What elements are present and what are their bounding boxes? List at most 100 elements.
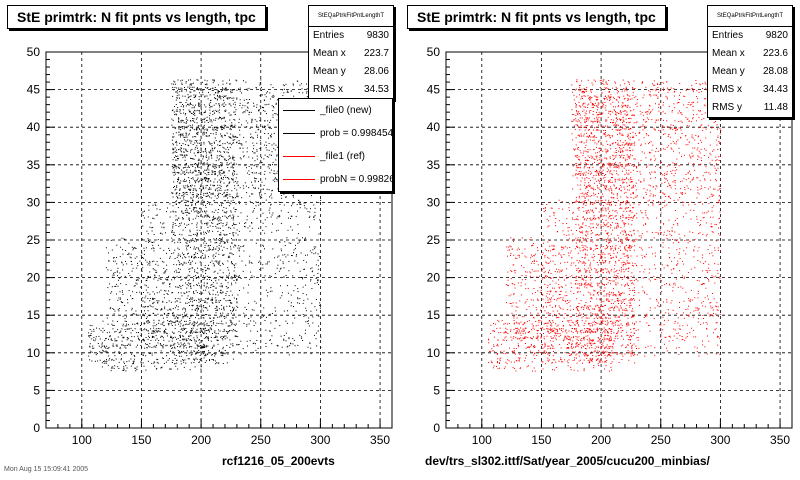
data-point — [200, 310, 202, 312]
data-point — [174, 223, 176, 224]
data-point — [201, 120, 203, 122]
data-point — [202, 278, 204, 280]
data-point — [209, 276, 211, 278]
data-point — [234, 185, 236, 187]
data-point — [121, 354, 122, 356]
data-point — [174, 242, 176, 244]
data-point — [160, 278, 162, 280]
data-point — [185, 149, 187, 151]
data-point — [209, 188, 211, 190]
data-point — [243, 136, 245, 138]
data-point — [211, 211, 213, 213]
data-point — [209, 293, 211, 295]
data-point — [149, 346, 151, 348]
data-point — [207, 329, 209, 331]
data-point — [141, 330, 143, 332]
data-point — [153, 322, 155, 324]
data-point — [204, 150, 206, 152]
data-point — [620, 331, 622, 333]
data-point — [154, 274, 156, 276]
data-point — [126, 339, 128, 341]
data-point — [183, 347, 185, 349]
data-point — [120, 297, 122, 299]
data-point — [101, 343, 103, 345]
data-point — [132, 267, 134, 269]
data-point — [186, 90, 187, 92]
data-point — [204, 240, 206, 242]
data-point — [211, 222, 212, 224]
legend-label: _file0 (new) — [320, 105, 372, 116]
data-point — [204, 362, 206, 363]
data-point — [175, 320, 177, 322]
legend-label: probN = 0.99826 — [320, 174, 393, 185]
data-point — [181, 126, 183, 127]
data-point — [304, 239, 306, 241]
data-point — [196, 215, 198, 217]
data-point — [262, 188, 264, 190]
data-point — [253, 208, 255, 209]
data-point — [706, 271, 708, 273]
data-point — [195, 307, 197, 309]
data-point — [131, 353, 133, 355]
data-point — [202, 185, 204, 187]
data-point — [230, 114, 232, 116]
data-point — [130, 261, 132, 263]
data-point — [91, 330, 93, 332]
data-point — [193, 120, 194, 122]
data-point — [208, 178, 210, 180]
data-point — [227, 197, 229, 199]
data-point — [212, 346, 213, 348]
data-point — [272, 110, 274, 112]
data-point — [121, 291, 123, 293]
data-point — [177, 342, 179, 344]
data-point — [151, 332, 153, 334]
legend-label: _file1 (ref) — [320, 151, 366, 162]
data-point — [284, 245, 286, 247]
data-point — [223, 254, 225, 256]
data-point — [141, 257, 143, 259]
data-point — [197, 165, 199, 167]
data-point — [159, 257, 161, 259]
data-point — [310, 280, 312, 282]
data-point — [130, 365, 132, 367]
data-point — [143, 257, 145, 259]
data-point — [207, 87, 209, 88]
data-point — [541, 264, 543, 266]
data-point — [617, 118, 619, 120]
data-point — [230, 203, 232, 205]
data-point — [229, 193, 231, 195]
data-point — [202, 128, 204, 130]
data-point — [195, 332, 197, 334]
data-point — [204, 244, 206, 246]
data-point — [214, 119, 216, 121]
data-point — [222, 348, 224, 350]
data-point — [135, 282, 137, 284]
data-point — [258, 187, 260, 189]
data-point — [171, 292, 173, 294]
data-point — [219, 265, 221, 267]
data-point — [163, 339, 165, 341]
data-point — [264, 320, 266, 321]
data-point — [175, 286, 177, 288]
data-point — [173, 174, 175, 176]
data-point — [227, 276, 229, 278]
data-point — [192, 188, 194, 190]
data-point — [190, 142, 192, 144]
data-point — [234, 111, 236, 113]
data-point — [175, 316, 177, 318]
data-point — [168, 324, 170, 326]
data-point — [621, 269, 623, 271]
data-point — [124, 239, 126, 241]
data-point — [315, 264, 317, 266]
data-point — [708, 156, 709, 158]
data-point — [267, 133, 269, 135]
data-point — [304, 239, 305, 241]
data-point — [146, 306, 148, 308]
data-point — [265, 329, 267, 331]
data-point — [220, 312, 221, 314]
data-point — [222, 156, 224, 158]
data-point — [232, 343, 234, 345]
data-point — [172, 152, 174, 154]
data-point — [188, 282, 189, 284]
data-point — [297, 288, 299, 290]
